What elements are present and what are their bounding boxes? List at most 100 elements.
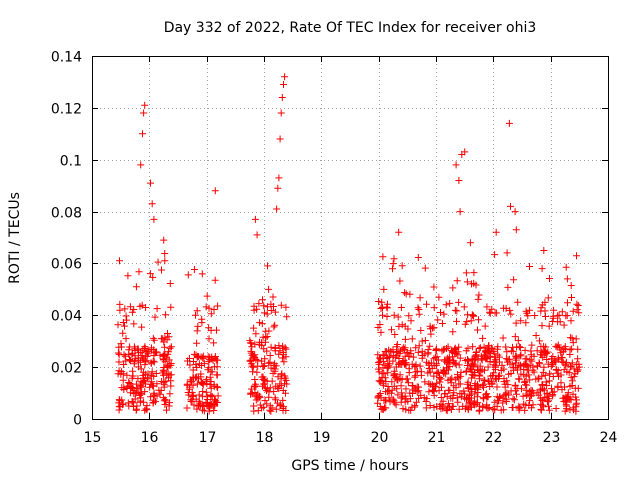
data-point [488, 377, 496, 385]
data-point [275, 342, 283, 350]
data-point [443, 345, 450, 352]
data-point [199, 381, 207, 389]
data-point [470, 362, 478, 370]
data-point [194, 322, 202, 330]
data-point [412, 398, 420, 406]
data-point [198, 270, 206, 278]
data-point [393, 376, 401, 384]
data-point [426, 402, 434, 409]
data-point [389, 265, 396, 273]
data-point [431, 354, 439, 361]
data-point [569, 339, 577, 347]
data-point [381, 374, 389, 382]
data-point [263, 333, 271, 340]
data-point [515, 402, 523, 410]
data-point [192, 361, 200, 368]
data-point [517, 351, 525, 359]
data-point [474, 385, 482, 393]
data-point [277, 301, 285, 309]
data-point [263, 347, 271, 355]
data-point [482, 348, 490, 355]
data-point [545, 406, 553, 414]
data-point [569, 377, 576, 385]
data-point [198, 319, 206, 327]
data-point [451, 359, 459, 367]
data-point [126, 356, 133, 363]
data-point [269, 293, 277, 301]
data-point [425, 388, 433, 396]
data-point [163, 406, 170, 414]
data-point [130, 320, 138, 328]
data-point [454, 371, 461, 379]
data-point [468, 394, 475, 402]
data-point [379, 311, 386, 319]
data-point [437, 400, 445, 408]
data-point [140, 355, 148, 363]
data-point [388, 378, 396, 386]
data-point [474, 326, 481, 334]
data-point [123, 371, 131, 379]
data-point [523, 362, 531, 370]
data-point [401, 398, 409, 406]
data-point [116, 397, 124, 405]
data-point [276, 347, 284, 355]
data-point [164, 363, 172, 371]
data-point [398, 393, 406, 401]
data-point [277, 109, 285, 117]
data-point [152, 370, 160, 377]
data-point [122, 357, 130, 365]
data-point [499, 334, 507, 342]
data-point [474, 399, 482, 407]
data-point [475, 407, 483, 415]
data-point [132, 283, 140, 291]
data-point [119, 400, 127, 408]
data-point [469, 343, 477, 351]
data-point [199, 388, 207, 395]
data-point [263, 400, 271, 408]
data-point [470, 312, 478, 320]
data-point [134, 354, 142, 362]
data-point [524, 312, 532, 320]
data-point [543, 349, 551, 357]
data-point [157, 335, 165, 343]
data-point [277, 382, 285, 390]
data-point [538, 265, 546, 273]
data-point [509, 395, 517, 403]
data-point [184, 271, 192, 279]
data-point [266, 406, 274, 414]
data-point [465, 395, 473, 403]
data-point [491, 353, 499, 361]
data-point [281, 73, 289, 81]
data-point [204, 366, 212, 374]
data-point [539, 401, 547, 409]
data-point [281, 380, 288, 388]
data-point [209, 400, 217, 408]
data-point [455, 374, 463, 382]
data-point [377, 405, 385, 413]
data-point [251, 351, 259, 359]
data-point [190, 266, 198, 273]
data-point [119, 376, 127, 384]
data-point [115, 403, 123, 411]
data-point [397, 304, 405, 311]
data-point [190, 350, 198, 358]
data-point [395, 359, 403, 367]
data-point [384, 363, 392, 371]
data-point [128, 351, 136, 359]
data-point [150, 336, 158, 344]
data-point [151, 392, 159, 400]
data-point [512, 319, 520, 327]
data-point [251, 215, 259, 223]
data-point [271, 344, 279, 352]
data-point [491, 365, 499, 373]
data-point [202, 399, 210, 407]
data-point [130, 403, 138, 410]
data-point [281, 372, 289, 380]
data-point [548, 385, 555, 393]
data-point [483, 303, 491, 311]
x-axis-label: GPS time / hours [291, 458, 408, 474]
data-point [479, 382, 487, 389]
data-point [199, 379, 206, 387]
data-point [520, 400, 528, 408]
data-point [516, 362, 524, 370]
